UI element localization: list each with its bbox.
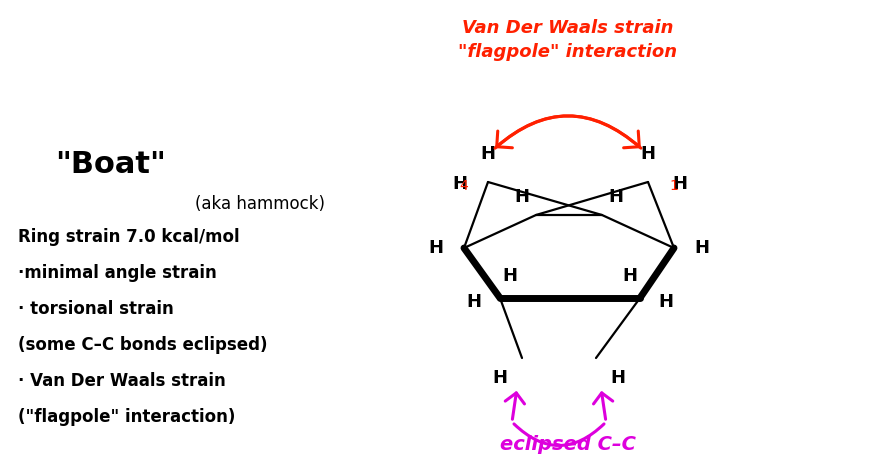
FancyArrowPatch shape [594, 393, 613, 419]
Text: · Van Der Waals strain: · Van Der Waals strain [18, 372, 226, 390]
Text: Van Der Waals strain: Van Der Waals strain [462, 19, 674, 37]
Text: H: H [641, 145, 656, 163]
FancyArrowPatch shape [497, 116, 641, 148]
Text: H: H [502, 267, 517, 285]
Text: 1: 1 [670, 179, 678, 193]
Text: H: H [480, 145, 495, 163]
Text: "flagpole" interaction: "flagpole" interaction [459, 43, 678, 61]
Text: Ring strain 7.0 kcal/mol: Ring strain 7.0 kcal/mol [18, 228, 240, 246]
Text: H: H [694, 239, 710, 257]
Text: H: H [493, 369, 508, 387]
FancyArrowPatch shape [505, 393, 524, 419]
Text: H: H [658, 293, 673, 311]
Text: H: H [623, 267, 637, 285]
Text: H: H [609, 188, 623, 206]
Text: H: H [672, 175, 687, 193]
Text: H: H [514, 188, 529, 206]
Text: ("flagpole" interaction): ("flagpole" interaction) [18, 408, 235, 426]
Text: H: H [610, 369, 625, 387]
Text: H: H [453, 175, 467, 193]
FancyArrowPatch shape [514, 424, 604, 446]
FancyArrowPatch shape [495, 116, 639, 148]
Text: H: H [428, 239, 444, 257]
Text: 4: 4 [460, 179, 468, 193]
Text: ·minimal angle strain: ·minimal angle strain [18, 264, 217, 282]
Text: (aka hammock): (aka hammock) [195, 195, 325, 213]
Text: "Boat": "Boat" [55, 150, 166, 179]
Text: H: H [467, 293, 481, 311]
Text: · torsional strain: · torsional strain [18, 300, 174, 318]
Text: (some C–C bonds eclipsed): (some C–C bonds eclipsed) [18, 336, 268, 354]
Text: eclipsed C–C: eclipsed C–C [500, 436, 636, 454]
